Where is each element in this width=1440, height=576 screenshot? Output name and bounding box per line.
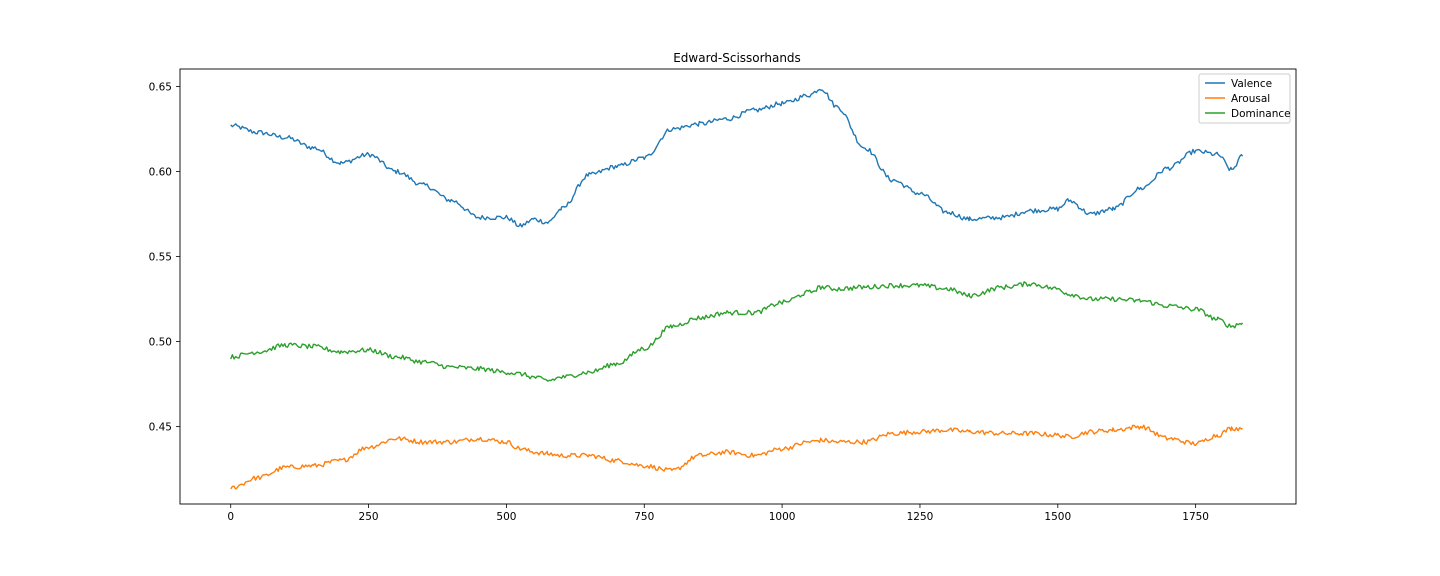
x-tick-label: 0: [227, 511, 234, 523]
legend-label-arousal: Arousal: [1231, 93, 1270, 105]
series-line-arousal: [230, 424, 1243, 490]
legend-box: [1198, 73, 1291, 124]
y-axis-ticks: 0.45 0.50 0.55 0.60 0.65: [149, 82, 180, 434]
y-tick-label: 0.55: [149, 252, 172, 264]
y-tick-label: 0.60: [149, 167, 172, 179]
x-tick-label: 1250: [907, 511, 934, 523]
y-tick-label: 0.65: [149, 82, 172, 94]
chart-title: Edward-Scissorhands: [673, 51, 801, 65]
x-tick-label: 1000: [769, 511, 796, 523]
x-tick-label: 1500: [1044, 511, 1071, 523]
x-tick-label: 750: [634, 511, 654, 523]
plot-lines: [230, 88, 1244, 490]
legend-label-valence: Valence: [1231, 78, 1272, 90]
legend-label-dominance: Dominance: [1231, 108, 1291, 120]
series-line-valence: [230, 88, 1244, 228]
x-tick-label: 1750: [1182, 511, 1209, 523]
series-line-dominance: [230, 281, 1244, 382]
x-axis-ticks: 0 250 500 750 1000 1250 1500 1750: [227, 504, 1209, 523]
x-tick-label: 250: [359, 511, 379, 523]
y-tick-label: 0.45: [149, 422, 172, 434]
x-tick-label: 500: [496, 511, 516, 523]
y-tick-label: 0.50: [149, 337, 172, 349]
legend: Valence Arousal Dominance: [1198, 73, 1291, 124]
plot-frame: [179, 68, 1297, 505]
